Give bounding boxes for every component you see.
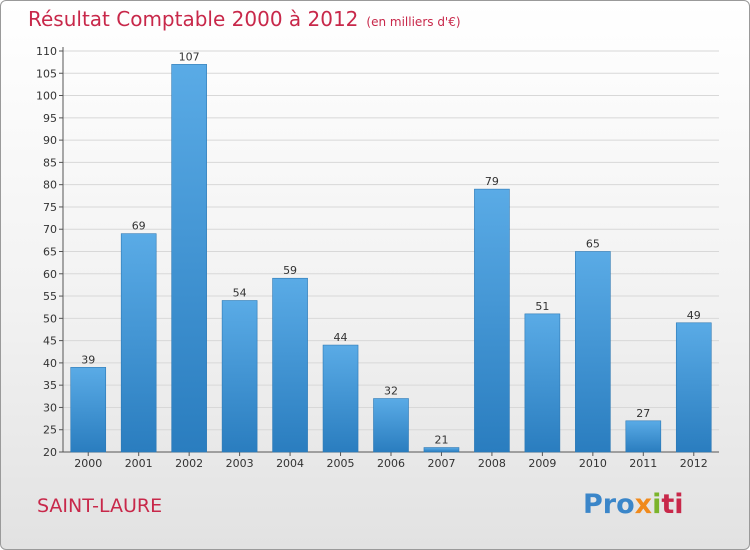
proxiti-logo: Proxiti — [583, 489, 684, 520]
bar-2000 — [70, 367, 107, 453]
y-tick-label: 40 — [43, 357, 57, 370]
bar-2007 — [423, 447, 460, 453]
bar-2004 — [272, 277, 308, 453]
bar-2003 — [221, 300, 258, 453]
x-tick-label-2003: 2003 — [226, 457, 254, 470]
x-tick-label-2011: 2011 — [629, 457, 657, 470]
y-tick-label: 55 — [43, 290, 57, 303]
commune-name: SAINT-LAURE — [37, 495, 163, 517]
y-tick-label: 65 — [43, 246, 57, 259]
y-tick-label: 105 — [36, 67, 57, 80]
value-label-2012: 49 — [687, 309, 701, 322]
y-tick-label: 75 — [43, 201, 57, 214]
y-tick-label: 95 — [43, 112, 57, 125]
value-label-2000: 39 — [81, 353, 95, 366]
y-tick-label: 25 — [43, 424, 57, 437]
bar-2008 — [474, 188, 510, 453]
x-tick-label-2000: 2000 — [74, 457, 102, 470]
bar-2006 — [373, 398, 409, 453]
chart-title: Résultat Comptable 2000 à 2012 (en millie… — [28, 7, 461, 31]
value-label-2005: 44 — [334, 331, 348, 344]
value-label-2001: 69 — [132, 220, 146, 233]
x-tick-label-2008: 2008 — [478, 457, 506, 470]
y-tick-label: 100 — [36, 90, 57, 103]
y-tick-label: 45 — [43, 335, 57, 348]
x-tick-label-2006: 2006 — [377, 457, 405, 470]
bar-2001 — [120, 233, 157, 453]
bar-2011 — [625, 420, 662, 453]
title-text: Résultat Comptable 2000 à 2012 — [28, 7, 359, 31]
bar-2005 — [322, 344, 359, 453]
y-tick-label: 85 — [43, 156, 57, 169]
x-tick-label-2010: 2010 — [579, 457, 607, 470]
value-label-2003: 54 — [233, 287, 247, 300]
y-tick-label: 60 — [43, 268, 57, 281]
x-tick-label-2002: 2002 — [175, 457, 203, 470]
bar-2002 — [171, 64, 207, 453]
bars — [70, 64, 712, 453]
x-tick-label-2004: 2004 — [276, 457, 304, 470]
x-tick-label-2007: 2007 — [427, 457, 455, 470]
value-label-2006: 32 — [384, 385, 398, 398]
x-tick-label-2009: 2009 — [528, 457, 556, 470]
y-tick-label: 80 — [43, 179, 57, 192]
value-label-2010: 65 — [586, 238, 600, 251]
y-tick-label: 70 — [43, 223, 57, 236]
value-label-2004: 59 — [283, 264, 297, 277]
y-tick-label: 35 — [43, 379, 57, 392]
x-tick-label-2005: 2005 — [327, 457, 355, 470]
x-tick-label-2012: 2012 — [680, 457, 708, 470]
y-tick-label: 90 — [43, 134, 57, 147]
labels: 20 25 30 35 40 45 50 55 60 65 70 75 80 85 90 95 100 105 11… — [36, 45, 708, 470]
y-tick-label: 50 — [43, 312, 57, 325]
chart-subtitle: (en milliers d'€) — [366, 15, 461, 29]
value-label-2009: 51 — [535, 300, 549, 313]
bar-2009 — [524, 313, 561, 453]
value-label-2008: 79 — [485, 175, 499, 188]
y-tick-label: 30 — [43, 401, 57, 414]
value-label-2002: 107 — [179, 50, 200, 63]
bar-2012 — [675, 322, 712, 453]
y-tick-label: 20 — [43, 446, 57, 459]
x-tick-label-2001: 2001 — [125, 457, 153, 470]
y-tick-label: 110 — [36, 45, 57, 58]
value-label-2011: 27 — [636, 407, 650, 420]
bar-2010 — [575, 251, 611, 453]
value-label-2007: 21 — [434, 434, 448, 447]
